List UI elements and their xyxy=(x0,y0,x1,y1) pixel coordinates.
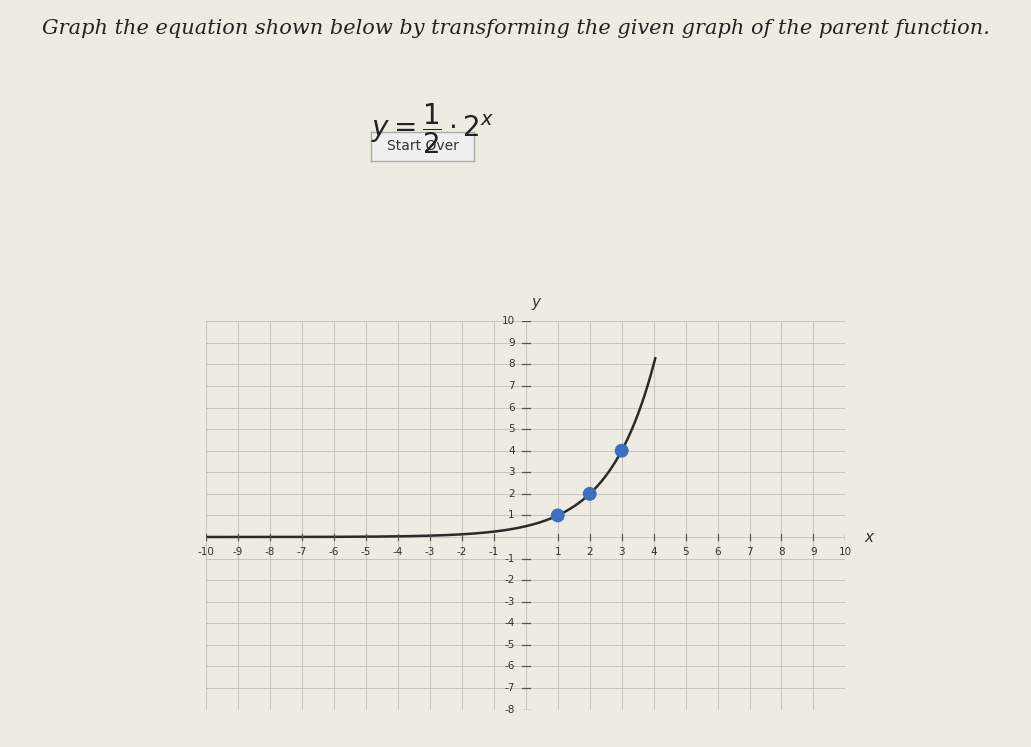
Text: -4: -4 xyxy=(504,619,514,628)
Text: 8: 8 xyxy=(778,547,785,557)
Text: Graph the equation shown below by transforming the given graph of the parent fun: Graph the equation shown below by transf… xyxy=(41,19,990,37)
Text: -5: -5 xyxy=(504,640,514,650)
Text: -1: -1 xyxy=(489,547,499,557)
Text: -6: -6 xyxy=(504,662,514,672)
Text: -7: -7 xyxy=(504,683,514,693)
Text: 1: 1 xyxy=(555,547,561,557)
Text: 4: 4 xyxy=(508,446,514,456)
Text: -9: -9 xyxy=(233,547,243,557)
Text: -8: -8 xyxy=(504,704,514,715)
Text: $\mathit{y} = \dfrac{1}{2} \cdot 2^{\mathit{x}}$: $\mathit{y} = \dfrac{1}{2} \cdot 2^{\mat… xyxy=(371,101,495,155)
Text: -7: -7 xyxy=(297,547,307,557)
Text: Start Over: Start Over xyxy=(387,140,459,153)
Point xyxy=(581,488,598,500)
Text: -3: -3 xyxy=(504,597,514,607)
Point xyxy=(613,444,630,456)
Text: -3: -3 xyxy=(425,547,435,557)
Text: 6: 6 xyxy=(714,547,721,557)
Text: x: x xyxy=(865,530,873,545)
Text: 9: 9 xyxy=(810,547,817,557)
Text: -5: -5 xyxy=(361,547,371,557)
Text: -4: -4 xyxy=(393,547,403,557)
Text: 9: 9 xyxy=(508,338,514,348)
Text: 10: 10 xyxy=(501,316,514,326)
Text: 2: 2 xyxy=(587,547,593,557)
Text: 7: 7 xyxy=(508,381,514,391)
Text: -1: -1 xyxy=(504,554,514,563)
Text: -8: -8 xyxy=(265,547,275,557)
Text: 7: 7 xyxy=(746,547,753,557)
Text: 4: 4 xyxy=(651,547,657,557)
Point xyxy=(550,509,566,521)
Text: 6: 6 xyxy=(508,403,514,412)
Text: 8: 8 xyxy=(508,359,514,369)
Text: 1: 1 xyxy=(508,510,514,521)
Text: 5: 5 xyxy=(508,424,514,434)
Text: -2: -2 xyxy=(457,547,467,557)
Text: 3: 3 xyxy=(619,547,625,557)
Text: 5: 5 xyxy=(683,547,689,557)
Text: -10: -10 xyxy=(198,547,214,557)
Text: -2: -2 xyxy=(504,575,514,585)
Text: y: y xyxy=(531,295,540,311)
Text: -6: -6 xyxy=(329,547,339,557)
Text: 2: 2 xyxy=(508,489,514,499)
Text: 3: 3 xyxy=(508,468,514,477)
Text: 10: 10 xyxy=(839,547,852,557)
